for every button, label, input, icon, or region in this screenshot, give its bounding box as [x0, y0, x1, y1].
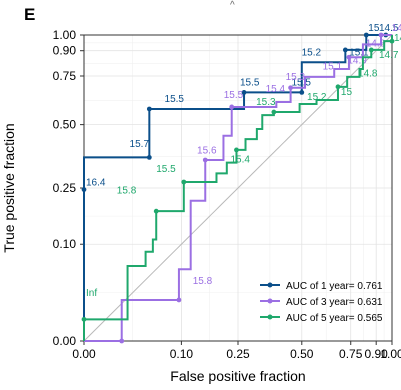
series-point-2 [176, 297, 182, 303]
series-point-3 [368, 47, 374, 53]
top-fragment: ^ [230, 0, 235, 11]
x-tick-label: 0.50 [290, 347, 314, 361]
legend-label-2: AUC of 3 year= 0.631 [286, 297, 383, 308]
series-label-2: 15.5 [224, 90, 244, 101]
series-label-2: 14 [392, 23, 401, 34]
y-tick-label: 0.00 [53, 334, 77, 348]
series-label-3: 15.3 [256, 97, 276, 108]
series-point-1 [81, 187, 87, 192]
panel-label: E [24, 5, 35, 24]
x-tick-label: 1.00 [380, 347, 401, 361]
y-axis-title: True positive fraction [1, 123, 17, 252]
series-point-3 [335, 84, 341, 90]
series-point-1 [241, 90, 247, 95]
series-label-3: Inf [86, 288, 97, 299]
series-point-1 [146, 106, 152, 112]
series-label-3: 15.4 [230, 155, 250, 166]
series-label-2: 15.1 [323, 61, 343, 72]
x-tick-label: 0.25 [226, 347, 250, 361]
series-point-3 [234, 147, 239, 153]
y-tick-label: 0.25 [53, 181, 77, 195]
series-label-3: 15.8 [117, 185, 137, 196]
diagonal-reference [83, 34, 393, 342]
y-tick-label: 1.00 [53, 28, 77, 42]
series-point-1 [363, 32, 369, 38]
series-label-2: 14.8 [366, 39, 386, 50]
legend-label-1: AUC of 1 year= 0.761 [286, 281, 383, 292]
y-tick-label: 0.10 [53, 237, 77, 251]
series-point-3 [181, 179, 187, 185]
series-point-2 [119, 338, 125, 344]
series-label-3: 15.2 [307, 92, 327, 103]
series-point-1 [342, 47, 348, 53]
x-tick-label: 0.10 [170, 347, 194, 361]
x-axis-title: False positive fraction [170, 368, 305, 384]
series-label-2: 15.6 [197, 145, 217, 156]
series-label-3: 14.7 [379, 50, 399, 61]
series-label-2: 15.4 [266, 84, 286, 95]
series-label-3: 14.8 [358, 68, 378, 79]
series-point-1 [146, 155, 152, 160]
series-label-1: 15.1 [349, 48, 369, 59]
series-label-1: 15.5 [165, 94, 185, 105]
y-tick-label: 0.75 [53, 69, 77, 83]
series-point-2 [346, 54, 352, 60]
series-line-2 [84, 34, 392, 342]
series-label-2: 15.8 [193, 276, 213, 287]
series-point-2 [229, 104, 235, 110]
series-label-3: 15.5 [156, 164, 176, 175]
legend-marker-1 [267, 282, 273, 288]
legend-marker-2 [267, 298, 273, 304]
x-tick-label: 0.00 [72, 347, 96, 361]
x-tick-label: 0.90 [365, 347, 389, 361]
series-label-1: 15 [368, 23, 380, 34]
legend-label-3: AUC of 5 year= 0.565 [286, 313, 383, 324]
legend-marker-3 [267, 314, 273, 320]
series-label-1: 15.7 [130, 139, 150, 150]
series-line-3 [83, 35, 393, 341]
series-label-1: 15.5 [240, 78, 260, 89]
series-point-3 [153, 208, 159, 214]
series-label-2: 15.3 [286, 72, 306, 83]
series-2: 15.815.615.515.415.315.114.914.814 [84, 23, 401, 344]
series-label-1: 14.5 [379, 23, 399, 34]
series-1: 16.415.715.515.5 15.515.2 15.115 14.5 [81, 23, 399, 341]
y-tick-label: 0.90 [53, 44, 77, 58]
y-tick-label: 0.50 [53, 118, 77, 132]
series-point-1 [299, 90, 305, 95]
series-label-2: 14.9 [347, 55, 367, 66]
series-point-2 [288, 85, 294, 91]
series-point-3 [389, 38, 395, 44]
series-label-1: 15.5 [291, 78, 311, 89]
series-label-3: 15 [341, 87, 353, 98]
series-point-2 [378, 32, 384, 38]
series-label-3: 14.1 [394, 33, 401, 44]
series-point-3 [81, 316, 87, 322]
series-point-2 [202, 157, 208, 163]
series-label-1: 15.2 [302, 48, 322, 59]
legend: AUC of 1 year= 0.761 AUC of 3 year= 0.631… [260, 281, 383, 324]
series-label-1: 16.4 [86, 178, 106, 189]
x-tick-label: 0.75 [339, 347, 363, 361]
series-point-3 [271, 109, 277, 115]
